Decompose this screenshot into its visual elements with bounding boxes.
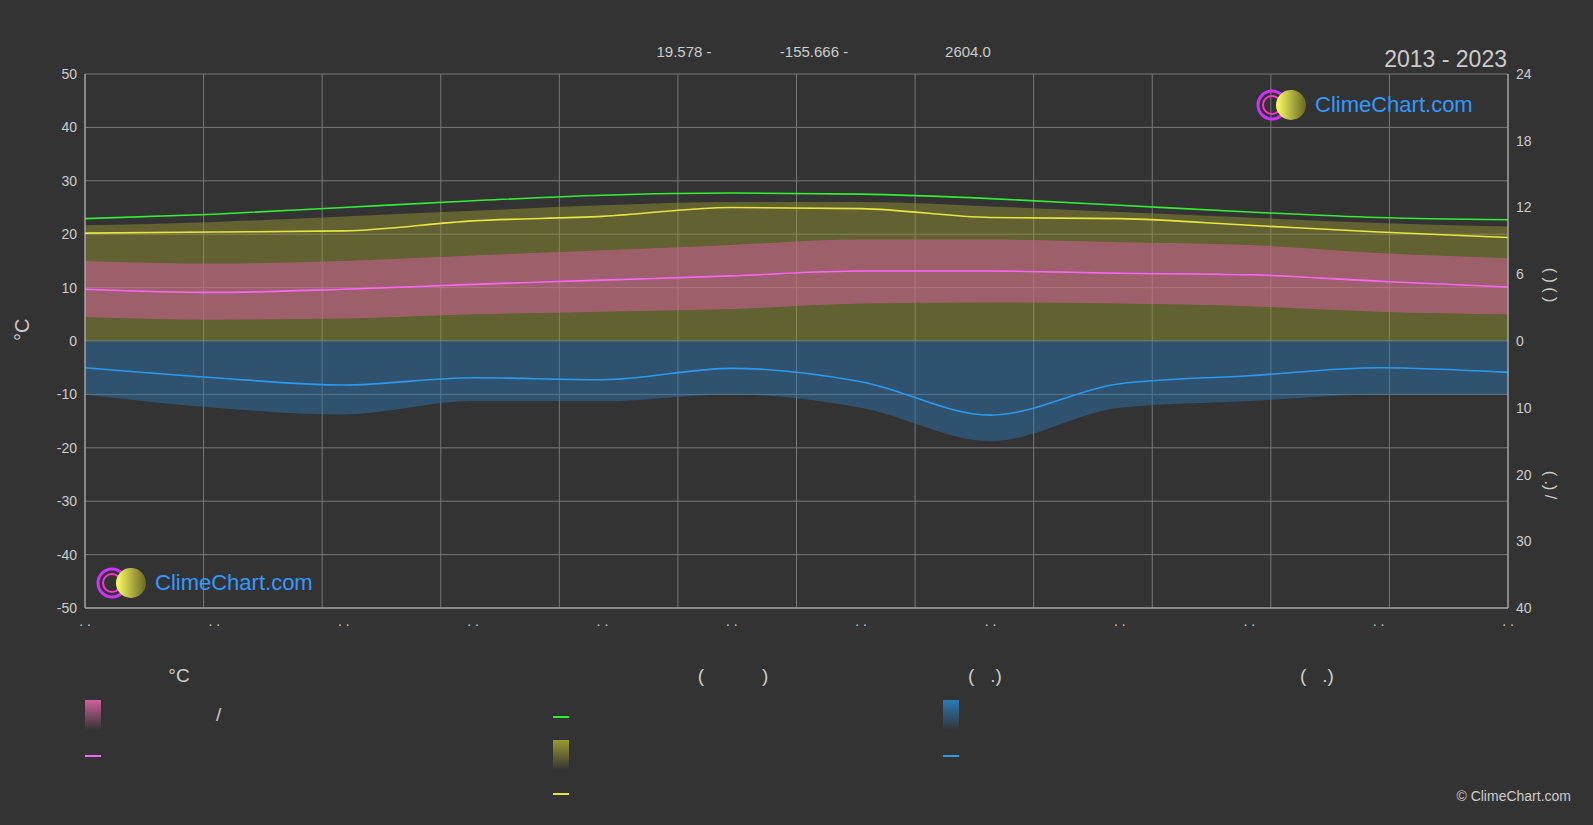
html-text:°C: °C bbox=[168, 665, 190, 686]
svg-text:. .: . . bbox=[1502, 613, 1514, 629]
svg-text:. .: . . bbox=[985, 613, 997, 629]
svg-text:-40: -40 bbox=[57, 547, 77, 563]
svg-text:0: 0 bbox=[69, 333, 77, 349]
html-text:2604.0: 2604.0 bbox=[945, 43, 991, 60]
svg-text:40: 40 bbox=[1516, 600, 1532, 616]
svg-text:. .: . . bbox=[855, 613, 867, 629]
html-text:ClimeChart.com: ClimeChart.com bbox=[155, 570, 313, 595]
svg-text:. .: . . bbox=[79, 613, 91, 629]
svg-text:20: 20 bbox=[1516, 467, 1532, 483]
svg-text:10: 10 bbox=[61, 280, 77, 296]
html-text:ClimeChart.com: ClimeChart.com bbox=[1315, 92, 1473, 117]
svg-text:°C: °C bbox=[11, 319, 33, 341]
svg-text:18: 18 bbox=[1516, 133, 1532, 149]
svg-text:-30: -30 bbox=[57, 493, 77, 509]
svg-text:. .: . . bbox=[1114, 613, 1126, 629]
svg-text:. .: . . bbox=[1373, 613, 1385, 629]
html-text:2013 - 2023: 2013 - 2023 bbox=[1384, 46, 1507, 72]
svg-text:10: 10 bbox=[1516, 400, 1532, 416]
html-text:© ClimeChart.com: © ClimeChart.com bbox=[1456, 788, 1571, 804]
svg-text:-10: -10 bbox=[57, 386, 77, 402]
svg-text:30: 30 bbox=[1516, 533, 1532, 549]
svg-text:. .: . . bbox=[726, 613, 738, 629]
svg-text:6: 6 bbox=[1516, 266, 1524, 282]
svg-text:-20: -20 bbox=[57, 440, 77, 456]
html-text:19.578 -: 19.578 - bbox=[656, 43, 712, 60]
svg-text:. .: . . bbox=[1243, 613, 1255, 629]
svg-text:12: 12 bbox=[1516, 199, 1532, 215]
svg-text:. .: . . bbox=[597, 613, 609, 629]
svg-text:. .: . . bbox=[209, 613, 221, 629]
svg-text:-50: -50 bbox=[57, 600, 77, 616]
svg-text:. .: . . bbox=[467, 613, 479, 629]
html-text:-155.666 -: -155.666 - bbox=[779, 43, 849, 60]
svg-text:0: 0 bbox=[1516, 333, 1524, 349]
svg-text:24: 24 bbox=[1516, 66, 1532, 82]
svg-text:30: 30 bbox=[61, 173, 77, 189]
svg-text:. .: . . bbox=[338, 613, 350, 629]
svg-text:20: 20 bbox=[61, 226, 77, 242]
svg-text:50: 50 bbox=[61, 66, 77, 82]
svg-text:40: 40 bbox=[61, 119, 77, 135]
